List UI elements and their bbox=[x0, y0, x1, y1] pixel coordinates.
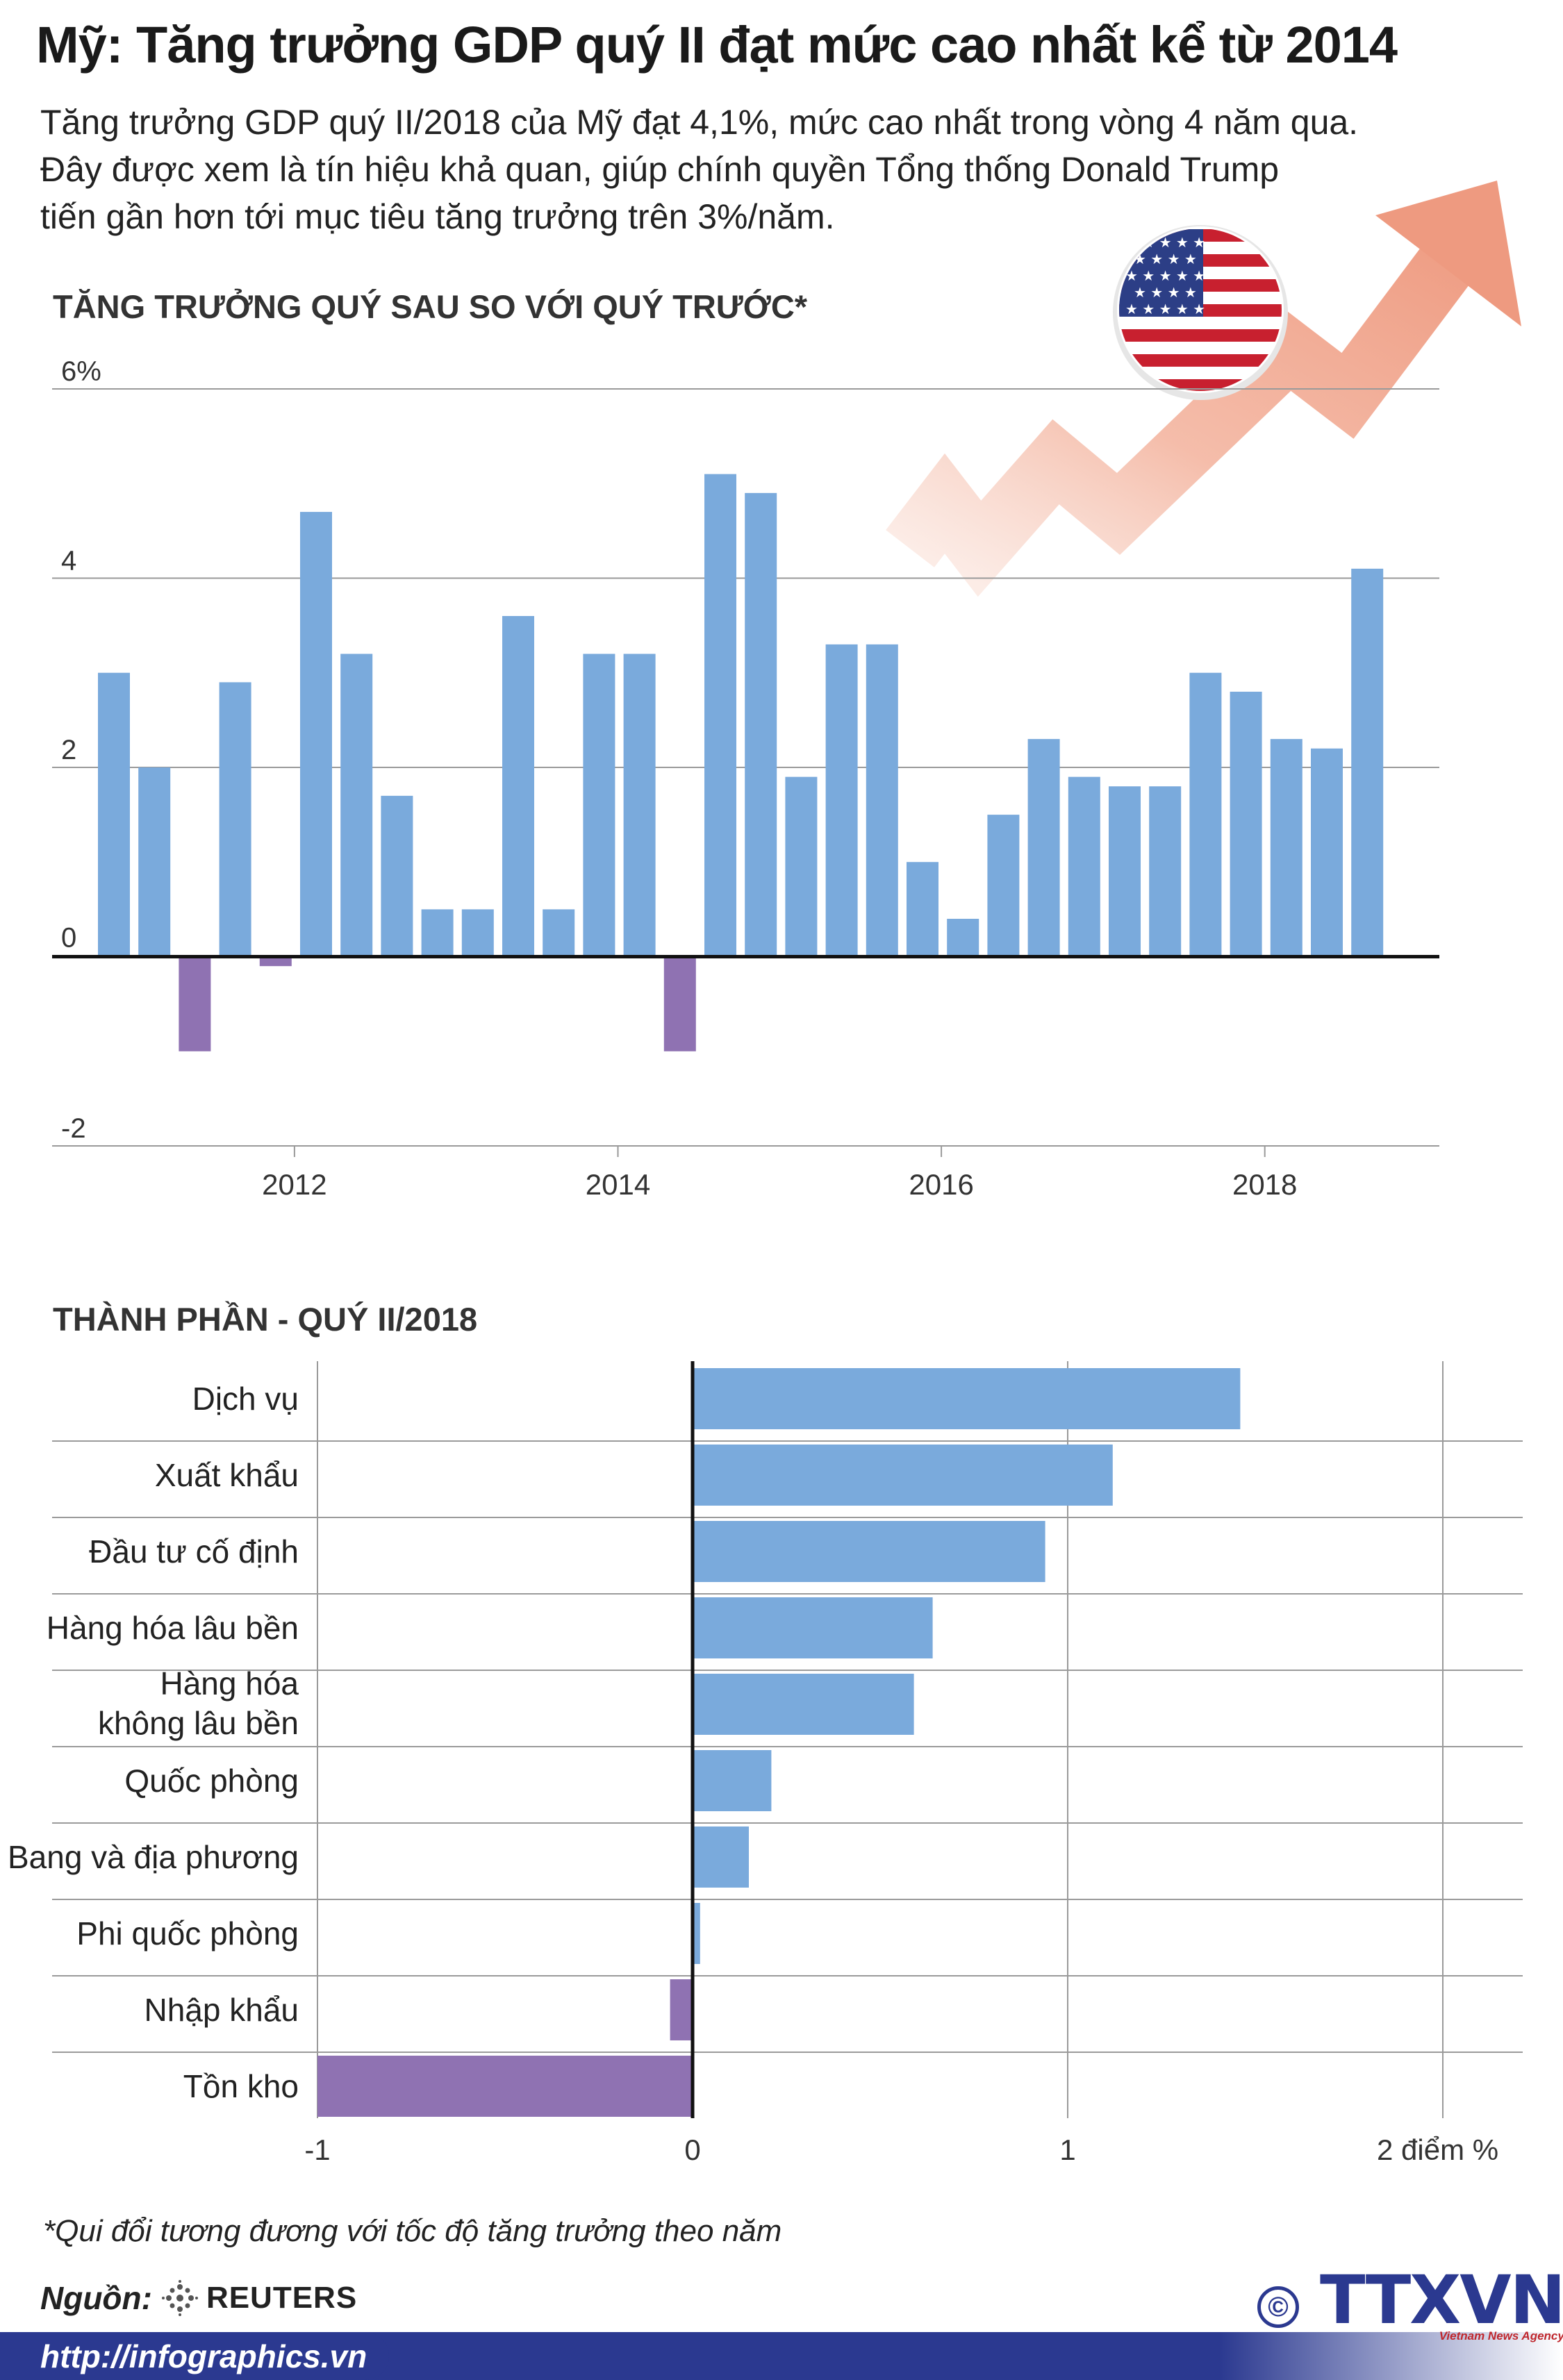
category-label: Bang và địa phương bbox=[8, 1839, 299, 1875]
bar bbox=[907, 862, 938, 957]
bar bbox=[219, 682, 251, 957]
bar bbox=[259, 956, 292, 967]
bar bbox=[663, 956, 696, 1051]
bar bbox=[866, 644, 898, 957]
y-tick-label: 6% bbox=[61, 356, 101, 387]
x-tick-label: 2012 bbox=[262, 1168, 326, 1201]
lead-paragraph: Tăng trưởng GDP quý II/2018 của Mỹ đạt 4… bbox=[40, 99, 1485, 240]
bar bbox=[381, 795, 413, 957]
bar bbox=[1311, 748, 1343, 957]
category-label: Tồn kho bbox=[183, 2068, 299, 2104]
bar bbox=[704, 474, 736, 957]
bar bbox=[1068, 776, 1100, 957]
y-tick-label: 2 bbox=[61, 735, 76, 765]
bar bbox=[1351, 568, 1384, 957]
bar bbox=[825, 644, 858, 957]
bar bbox=[317, 2056, 693, 2117]
category-label: Đầu tư cố định bbox=[89, 1533, 299, 1570]
page-title: Mỹ: Tăng trưởng GDP quý II đạt mức cao n… bbox=[36, 16, 1398, 74]
y-tick-label: 0 bbox=[61, 923, 76, 954]
bar bbox=[693, 1750, 772, 1811]
x-tick-label: 1 bbox=[1059, 2133, 1075, 2166]
bar bbox=[693, 1521, 1045, 1582]
x-tick-label: 2018 bbox=[1232, 1168, 1297, 1201]
bar bbox=[461, 909, 494, 957]
bar bbox=[693, 1445, 1113, 1506]
x-tick-label: 2 điểm % bbox=[1377, 2133, 1498, 2166]
source-label: Nguồn: bbox=[40, 2280, 152, 2316]
bar bbox=[98, 672, 130, 957]
bar bbox=[693, 1597, 933, 1658]
bar bbox=[502, 616, 534, 957]
bar bbox=[693, 1826, 749, 1888]
chart1-title: TĂNG TRƯỞNG QUÝ SAU SO VỚI QUÝ TRƯỚC* bbox=[53, 288, 808, 325]
bar bbox=[543, 909, 575, 957]
reuters-logo: REUTERS bbox=[161, 2280, 358, 2316]
bar bbox=[421, 909, 454, 957]
bar bbox=[693, 1674, 914, 1735]
bar bbox=[987, 815, 1020, 957]
bar bbox=[179, 956, 211, 1051]
x-tick-label: -1 bbox=[304, 2133, 330, 2166]
bar bbox=[947, 919, 979, 957]
bar bbox=[138, 767, 171, 957]
bar bbox=[1109, 786, 1141, 957]
lead-line-1: Tăng trưởng GDP quý II/2018 của Mỹ đạt 4… bbox=[40, 103, 1359, 142]
category-label: Dịch vụ bbox=[192, 1381, 299, 1417]
category-label: Hàng hóa bbox=[160, 1665, 299, 1701]
category-label: Quốc phòng bbox=[124, 1763, 299, 1799]
x-tick-label: 0 bbox=[684, 2133, 700, 2166]
bar bbox=[693, 1903, 700, 1964]
logo-wordmark: TTXVN bbox=[1320, 2261, 1563, 2339]
category-label: Phi quốc phòng bbox=[76, 1915, 299, 1952]
bar bbox=[693, 1368, 1241, 1429]
category-label: Nhập khẩu bbox=[144, 1992, 299, 2028]
bar bbox=[1270, 739, 1302, 957]
footnote: *Qui đổi tương đương với tốc độ tăng trư… bbox=[43, 2214, 782, 2248]
bar bbox=[1189, 672, 1222, 957]
bar bbox=[785, 776, 818, 957]
copyright-icon: © bbox=[1257, 2286, 1299, 2328]
reuters-name: REUTERS bbox=[206, 2281, 358, 2315]
bar bbox=[340, 654, 373, 957]
bar bbox=[623, 654, 656, 957]
lead-line-2: Đây được xem là tín hiệu khả quan, giúp … bbox=[40, 150, 1280, 189]
source: Nguồn: REUTERS bbox=[40, 2279, 357, 2317]
reuters-dots-icon bbox=[161, 2280, 198, 2316]
y-tick-label: 4 bbox=[61, 546, 76, 576]
chart2-title: THÀNH PHẦN - QUÝ II/2018 bbox=[53, 1301, 478, 1338]
x-tick-label: 2014 bbox=[586, 1168, 650, 1201]
category-label: Xuất khẩu bbox=[155, 1457, 299, 1493]
bar bbox=[670, 1979, 693, 2040]
lead-line-3: tiến gần hơn tới mục tiêu tăng trưởng tr… bbox=[40, 197, 835, 236]
category-label: Hàng hóa lâu bền bbox=[47, 1610, 299, 1646]
bar bbox=[745, 492, 777, 957]
bar bbox=[583, 654, 615, 957]
y-tick-label: -2 bbox=[61, 1113, 86, 1144]
bar bbox=[1230, 692, 1262, 957]
bar bbox=[1027, 739, 1060, 957]
logo-subtitle: Vietnam News Agency bbox=[1439, 2329, 1563, 2342]
category-label: không lâu bền bbox=[98, 1705, 299, 1741]
bar bbox=[300, 512, 332, 957]
bar bbox=[1149, 786, 1182, 957]
url-link[interactable]: http://infographics.vn bbox=[0, 2332, 389, 2380]
ttxvn-logo: © TTXVN Vietnam News Agency bbox=[1257, 2261, 1563, 2343]
x-tick-label: 2016 bbox=[909, 1168, 973, 1201]
